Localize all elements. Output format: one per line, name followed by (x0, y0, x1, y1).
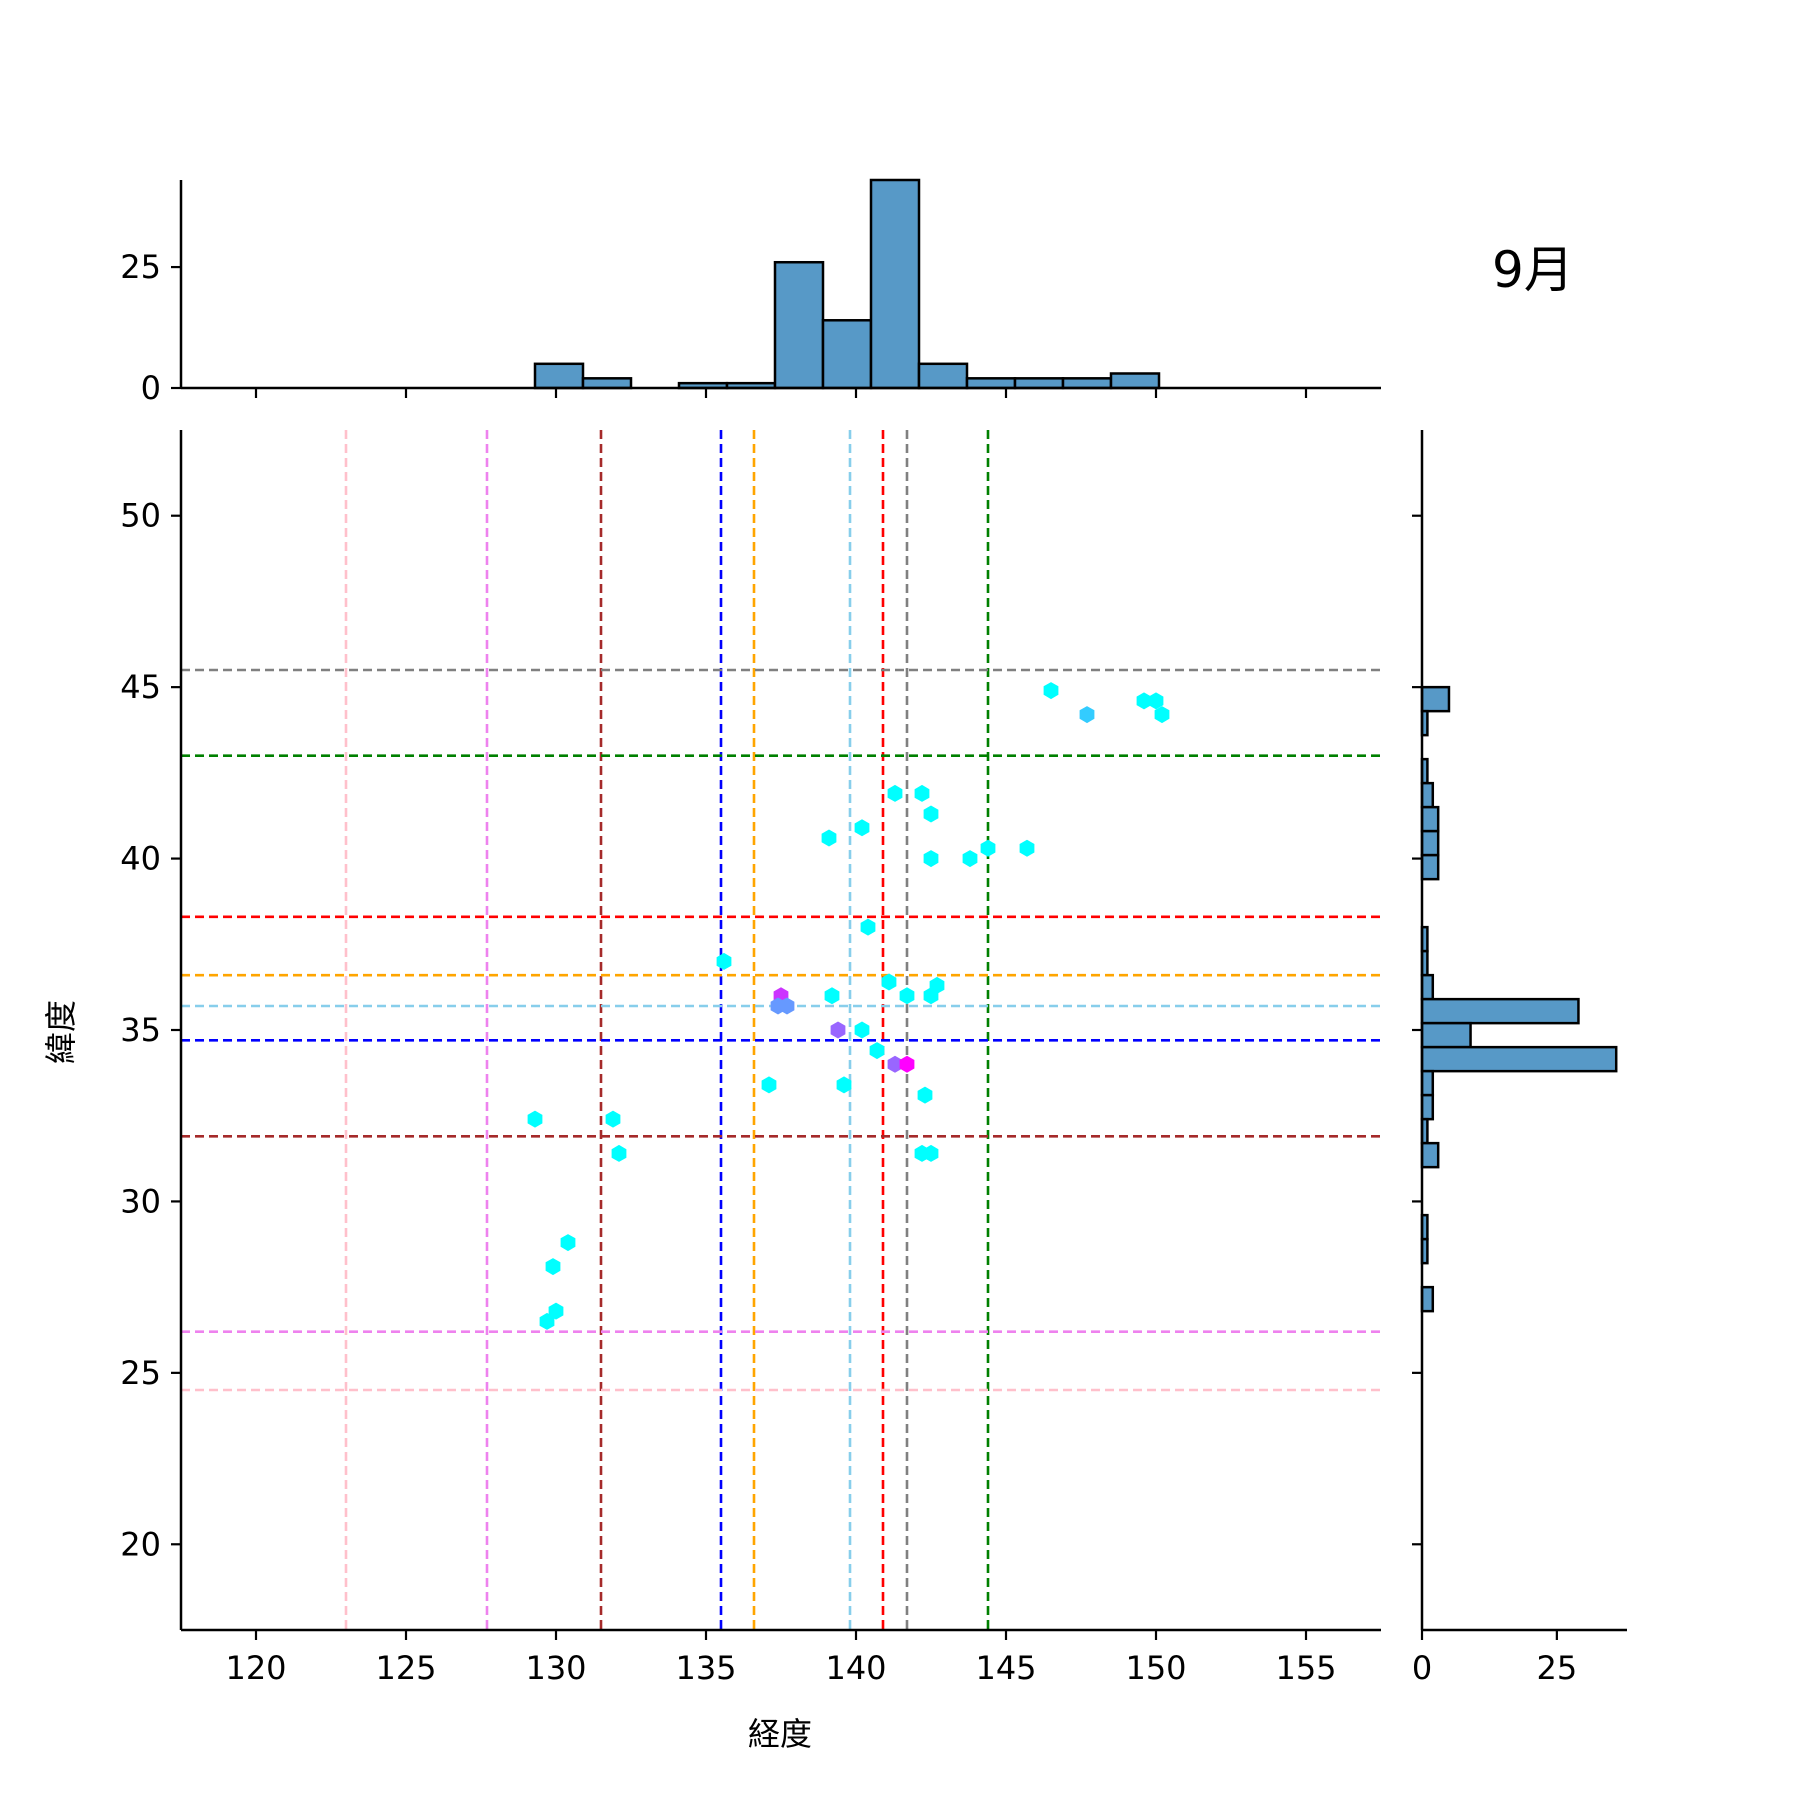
tick-label: 25 (1537, 1649, 1578, 1687)
scatter-points-layer (527, 682, 1170, 1330)
tick-label: 25 (120, 1354, 161, 1392)
tick-label: 135 (675, 1649, 736, 1687)
top-histogram-bar (773, 260, 825, 390)
scatter-point (611, 1144, 627, 1162)
scatter-point (539, 1312, 555, 1330)
scatter-point (560, 1234, 576, 1252)
scatter-point (899, 987, 915, 1005)
scatter-point (836, 1076, 852, 1094)
right-histogram-bar (1420, 781, 1435, 809)
scatter-point (869, 1042, 885, 1060)
tick-label: 150 (1125, 1649, 1186, 1687)
top-histogram-bars-layer (533, 178, 1161, 390)
axes-layer (171, 180, 1627, 1640)
right-histogram-bar (1420, 997, 1580, 1025)
top-histogram-bar (1061, 377, 1113, 390)
right-histogram-bar (1420, 805, 1440, 833)
scatter-point (779, 997, 795, 1015)
scatter-point (821, 829, 837, 847)
scatter-point (923, 987, 939, 1005)
scatter-point (854, 819, 870, 837)
right-histogram-bar (1420, 1021, 1472, 1049)
reference-lines-layer (181, 430, 1381, 1630)
scatter-point (1019, 839, 1035, 857)
tick-label: 20 (120, 1525, 161, 1563)
scatter-point (854, 1021, 870, 1039)
scatter-point (761, 1076, 777, 1094)
tick-label: 35 (120, 1011, 161, 1049)
scatter-point (887, 1055, 903, 1073)
top-histogram-bar (917, 362, 969, 390)
scatter-point (1043, 682, 1059, 700)
tick-label: 0 (1412, 1649, 1432, 1687)
text-layer: 9月 経度 緯度 120 125 130 135 140 145 150 155 20 25 30 3… (42, 241, 1577, 1753)
scatter-point (605, 1110, 621, 1128)
top-histogram-bar (1109, 372, 1161, 390)
tick-label: 30 (120, 1182, 161, 1220)
scatter-point (527, 1110, 543, 1128)
right-histogram-bar (1420, 1141, 1440, 1169)
x-axis-label: 経度 (748, 1715, 812, 1753)
scatter-point (548, 1302, 564, 1320)
tick-label: 145 (975, 1649, 1036, 1687)
scatter-point (716, 952, 732, 970)
scatter-point (962, 850, 978, 868)
top-histogram-bar (533, 362, 585, 390)
right-histogram-bar (1420, 853, 1440, 881)
right-histogram-bar (1420, 829, 1440, 857)
tick-label: 125 (375, 1649, 436, 1687)
scatter-point (830, 1021, 846, 1039)
top-histogram-bar (1013, 377, 1065, 390)
tick-label: 0 (141, 369, 161, 407)
tick-label: 120 (225, 1649, 286, 1687)
right-histogram-bar (1420, 1285, 1435, 1313)
scatter-point (923, 805, 939, 823)
scatter-point (881, 973, 897, 991)
tick-label: 45 (120, 668, 161, 706)
right-histogram-bar (1420, 1069, 1435, 1097)
right-histogram-bar (1420, 973, 1435, 1001)
scatter-point (1148, 692, 1164, 710)
y-axis-label: 緯度 (42, 1000, 80, 1064)
scatter-point (824, 987, 840, 1005)
scatter-point (860, 918, 876, 936)
right-histogram-bar (1420, 1045, 1618, 1073)
scatter-point (917, 1086, 933, 1104)
scatter-point (1136, 692, 1152, 710)
top-histogram-bar (581, 377, 633, 390)
scatter-point (899, 1055, 915, 1073)
right-histogram-bar (1420, 1093, 1435, 1121)
right-histogram-bar (1420, 685, 1451, 713)
scatter-point (923, 1144, 939, 1162)
top-histogram-bar (869, 178, 921, 390)
chart-title: 9月 (1492, 241, 1574, 299)
tick-label: 155 (1275, 1649, 1336, 1687)
right-histogram-bars-layer (1420, 685, 1618, 1313)
scatter-point (887, 784, 903, 802)
tick-label: 140 (825, 1649, 886, 1687)
tick-label: 50 (120, 497, 161, 535)
scatter-point (1154, 706, 1170, 724)
scatter-point (914, 784, 930, 802)
tick-label: 130 (525, 1649, 586, 1687)
scatter-point (980, 839, 996, 857)
tick-label: 25 (120, 248, 161, 286)
top-histogram-bar (965, 377, 1017, 390)
top-histogram-bar (821, 319, 873, 390)
scatter-point (923, 850, 939, 868)
tick-label: 40 (120, 840, 161, 878)
scatter-point (545, 1258, 561, 1276)
scatter-point (1079, 706, 1095, 724)
